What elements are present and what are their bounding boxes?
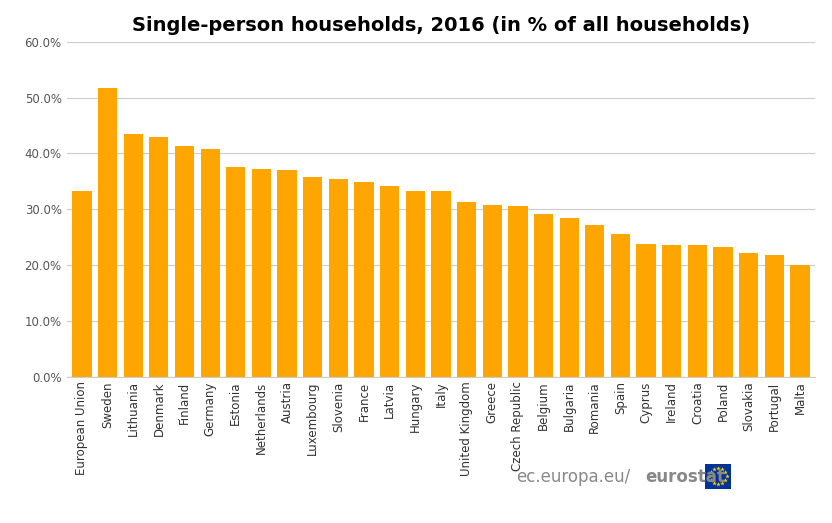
Text: eurostat: eurostat	[645, 469, 725, 486]
Bar	[149, 137, 169, 377]
Bar	[739, 253, 758, 377]
Bar	[534, 214, 553, 377]
Bar	[611, 234, 630, 377]
Bar	[226, 167, 245, 377]
Title: Single-person households, 2016 (in % of all households): Single-person households, 2016 (in % of …	[132, 16, 750, 35]
Bar	[560, 218, 579, 377]
Bar	[508, 207, 527, 377]
Bar	[790, 265, 810, 377]
Bar	[354, 183, 374, 377]
Bar	[175, 146, 194, 377]
Bar	[636, 244, 656, 377]
Bar	[303, 177, 322, 377]
Bar	[329, 179, 348, 377]
Bar	[380, 186, 399, 377]
Bar	[201, 149, 220, 377]
Bar	[713, 247, 733, 377]
Bar	[278, 170, 297, 377]
Bar	[662, 245, 681, 377]
Bar	[431, 191, 451, 377]
Bar	[585, 225, 604, 377]
Bar	[406, 191, 425, 377]
Bar	[124, 134, 143, 377]
Bar	[72, 191, 92, 377]
Bar	[483, 204, 502, 377]
Bar	[457, 202, 476, 377]
Bar	[252, 169, 271, 377]
Bar	[688, 245, 707, 377]
Bar	[765, 255, 784, 377]
Bar	[98, 88, 117, 377]
Text: ec.europa.eu/: ec.europa.eu/	[516, 469, 630, 486]
